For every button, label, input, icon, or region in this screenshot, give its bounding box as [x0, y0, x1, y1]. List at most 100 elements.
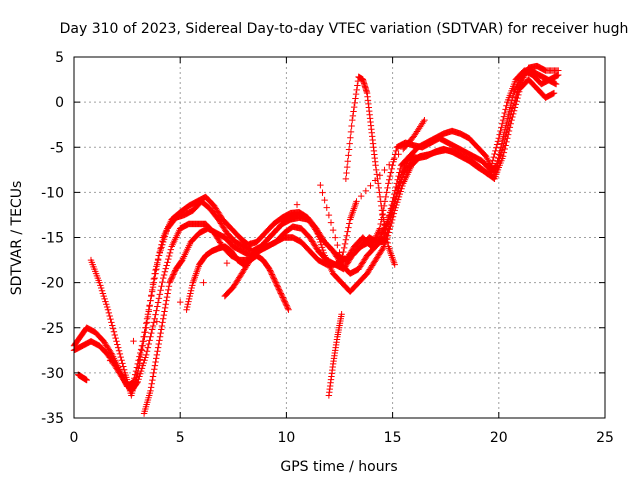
- data-series-5: [221, 153, 424, 300]
- data-point: [167, 278, 174, 285]
- data-point: [354, 82, 361, 89]
- y-tick-label: 5: [55, 50, 64, 66]
- data-point: [158, 322, 166, 330]
- data-point: [274, 283, 281, 290]
- data-point: [380, 218, 388, 225]
- data-point: [145, 308, 152, 315]
- data-point: [339, 252, 346, 260]
- data-point: [156, 337, 163, 344]
- data-point: [157, 245, 164, 252]
- data-point: [343, 169, 350, 177]
- data-point: [495, 135, 502, 142]
- x-axis-label: GPS time / hours: [280, 459, 397, 475]
- data-point: [552, 80, 560, 88]
- data-point: [178, 257, 185, 265]
- data-point: [284, 303, 291, 311]
- data-point: [376, 189, 383, 196]
- data-point: [353, 86, 360, 94]
- data-point: [494, 138, 502, 145]
- data-point: [318, 244, 326, 251]
- data-point: [327, 219, 335, 226]
- data-point: [140, 359, 147, 367]
- data-point: [143, 348, 151, 355]
- data-point: [138, 347, 146, 354]
- grid-lines: [74, 57, 605, 418]
- data-point: [151, 270, 158, 277]
- data-point: [388, 219, 395, 227]
- data-point: [385, 180, 392, 187]
- data-point: [494, 158, 501, 165]
- data-point: [177, 298, 184, 306]
- data-point: [151, 362, 159, 369]
- data-point: [156, 333, 164, 340]
- data-point: [167, 246, 175, 253]
- data-point: [223, 259, 231, 267]
- data-point: [503, 118, 511, 126]
- data-point: [498, 120, 506, 127]
- data-point: [153, 318, 161, 325]
- data-point: [493, 162, 500, 169]
- x-tick-label: 10: [277, 430, 295, 446]
- data-point: [103, 301, 110, 308]
- data-point: [283, 302, 290, 309]
- data-point: [499, 136, 506, 144]
- data-point: [350, 103, 358, 111]
- data-point: [501, 129, 508, 137]
- data-point: [153, 307, 160, 314]
- data-point: [114, 344, 122, 351]
- data-point: [410, 133, 418, 140]
- data-point: [391, 261, 398, 268]
- data-point: [278, 292, 286, 300]
- data-point: [154, 348, 161, 355]
- data-point: [374, 180, 382, 187]
- data-point: [387, 169, 395, 176]
- data-point: [271, 276, 278, 284]
- data-point: [490, 153, 497, 161]
- data-point: [100, 292, 107, 300]
- data-point: [154, 259, 161, 266]
- data-point: [501, 109, 508, 117]
- data-point: [186, 292, 193, 300]
- data-point: [395, 193, 403, 201]
- data-point: [266, 267, 274, 274]
- data-point: [150, 319, 158, 326]
- data-point: [382, 193, 390, 201]
- data-point: [387, 223, 394, 230]
- data-point: [396, 190, 404, 198]
- data-point: [184, 303, 191, 311]
- data-point: [344, 158, 351, 165]
- data-point: [143, 319, 151, 326]
- data-point: [499, 116, 507, 124]
- data-point: [317, 238, 324, 246]
- data-point: [384, 239, 391, 247]
- data-series-2: [87, 62, 562, 399]
- data-point: [106, 312, 113, 320]
- data-point: [142, 329, 149, 336]
- data-point: [115, 347, 123, 354]
- data-point: [165, 286, 172, 294]
- data-point: [147, 384, 155, 391]
- data-point: [346, 140, 353, 147]
- data-point: [281, 298, 288, 305]
- data-point: [398, 185, 405, 192]
- data-point: [316, 236, 323, 243]
- data-point: [352, 90, 360, 98]
- data-point: [157, 287, 164, 294]
- data-point: [97, 284, 105, 292]
- data-point: [282, 299, 289, 307]
- data-point: [142, 354, 149, 361]
- data-point: [550, 89, 558, 97]
- data-point: [416, 153, 423, 161]
- data-point: [345, 152, 352, 159]
- data-point: [345, 224, 352, 231]
- data-point: [110, 328, 118, 336]
- data-point: [163, 293, 171, 301]
- data-point: [185, 298, 192, 305]
- data-point: [502, 122, 510, 129]
- data-point: [154, 303, 161, 310]
- data-point: [144, 313, 152, 321]
- data-point: [141, 333, 148, 340]
- data-point: [420, 118, 427, 125]
- data-point: [150, 275, 158, 283]
